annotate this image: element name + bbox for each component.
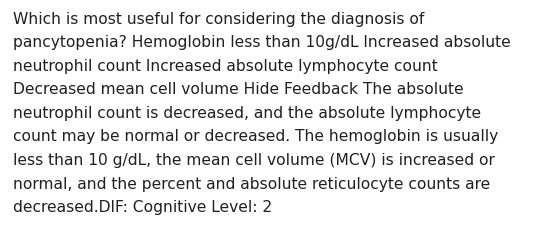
Text: less than 10 g/dL, the mean cell volume (MCV) is increased or: less than 10 g/dL, the mean cell volume …: [13, 152, 495, 167]
Text: normal, and the percent and absolute reticulocyte counts are: normal, and the percent and absolute ret…: [13, 176, 490, 191]
Text: Decreased mean cell volume Hide Feedback The absolute: Decreased mean cell volume Hide Feedback…: [13, 82, 464, 97]
Text: neutrophil count Increased absolute lymphocyte count: neutrophil count Increased absolute lymp…: [13, 59, 437, 74]
Text: neutrophil count is decreased, and the absolute lymphocyte: neutrophil count is decreased, and the a…: [13, 106, 481, 120]
Text: decreased.DIF: Cognitive Level: 2: decreased.DIF: Cognitive Level: 2: [13, 199, 272, 214]
Text: Which is most useful for considering the diagnosis of: Which is most useful for considering the…: [13, 12, 425, 27]
Text: count may be normal or decreased. The hemoglobin is usually: count may be normal or decreased. The he…: [13, 129, 498, 144]
Text: pancytopenia? Hemoglobin less than 10g/dL Increased absolute: pancytopenia? Hemoglobin less than 10g/d…: [13, 35, 511, 50]
